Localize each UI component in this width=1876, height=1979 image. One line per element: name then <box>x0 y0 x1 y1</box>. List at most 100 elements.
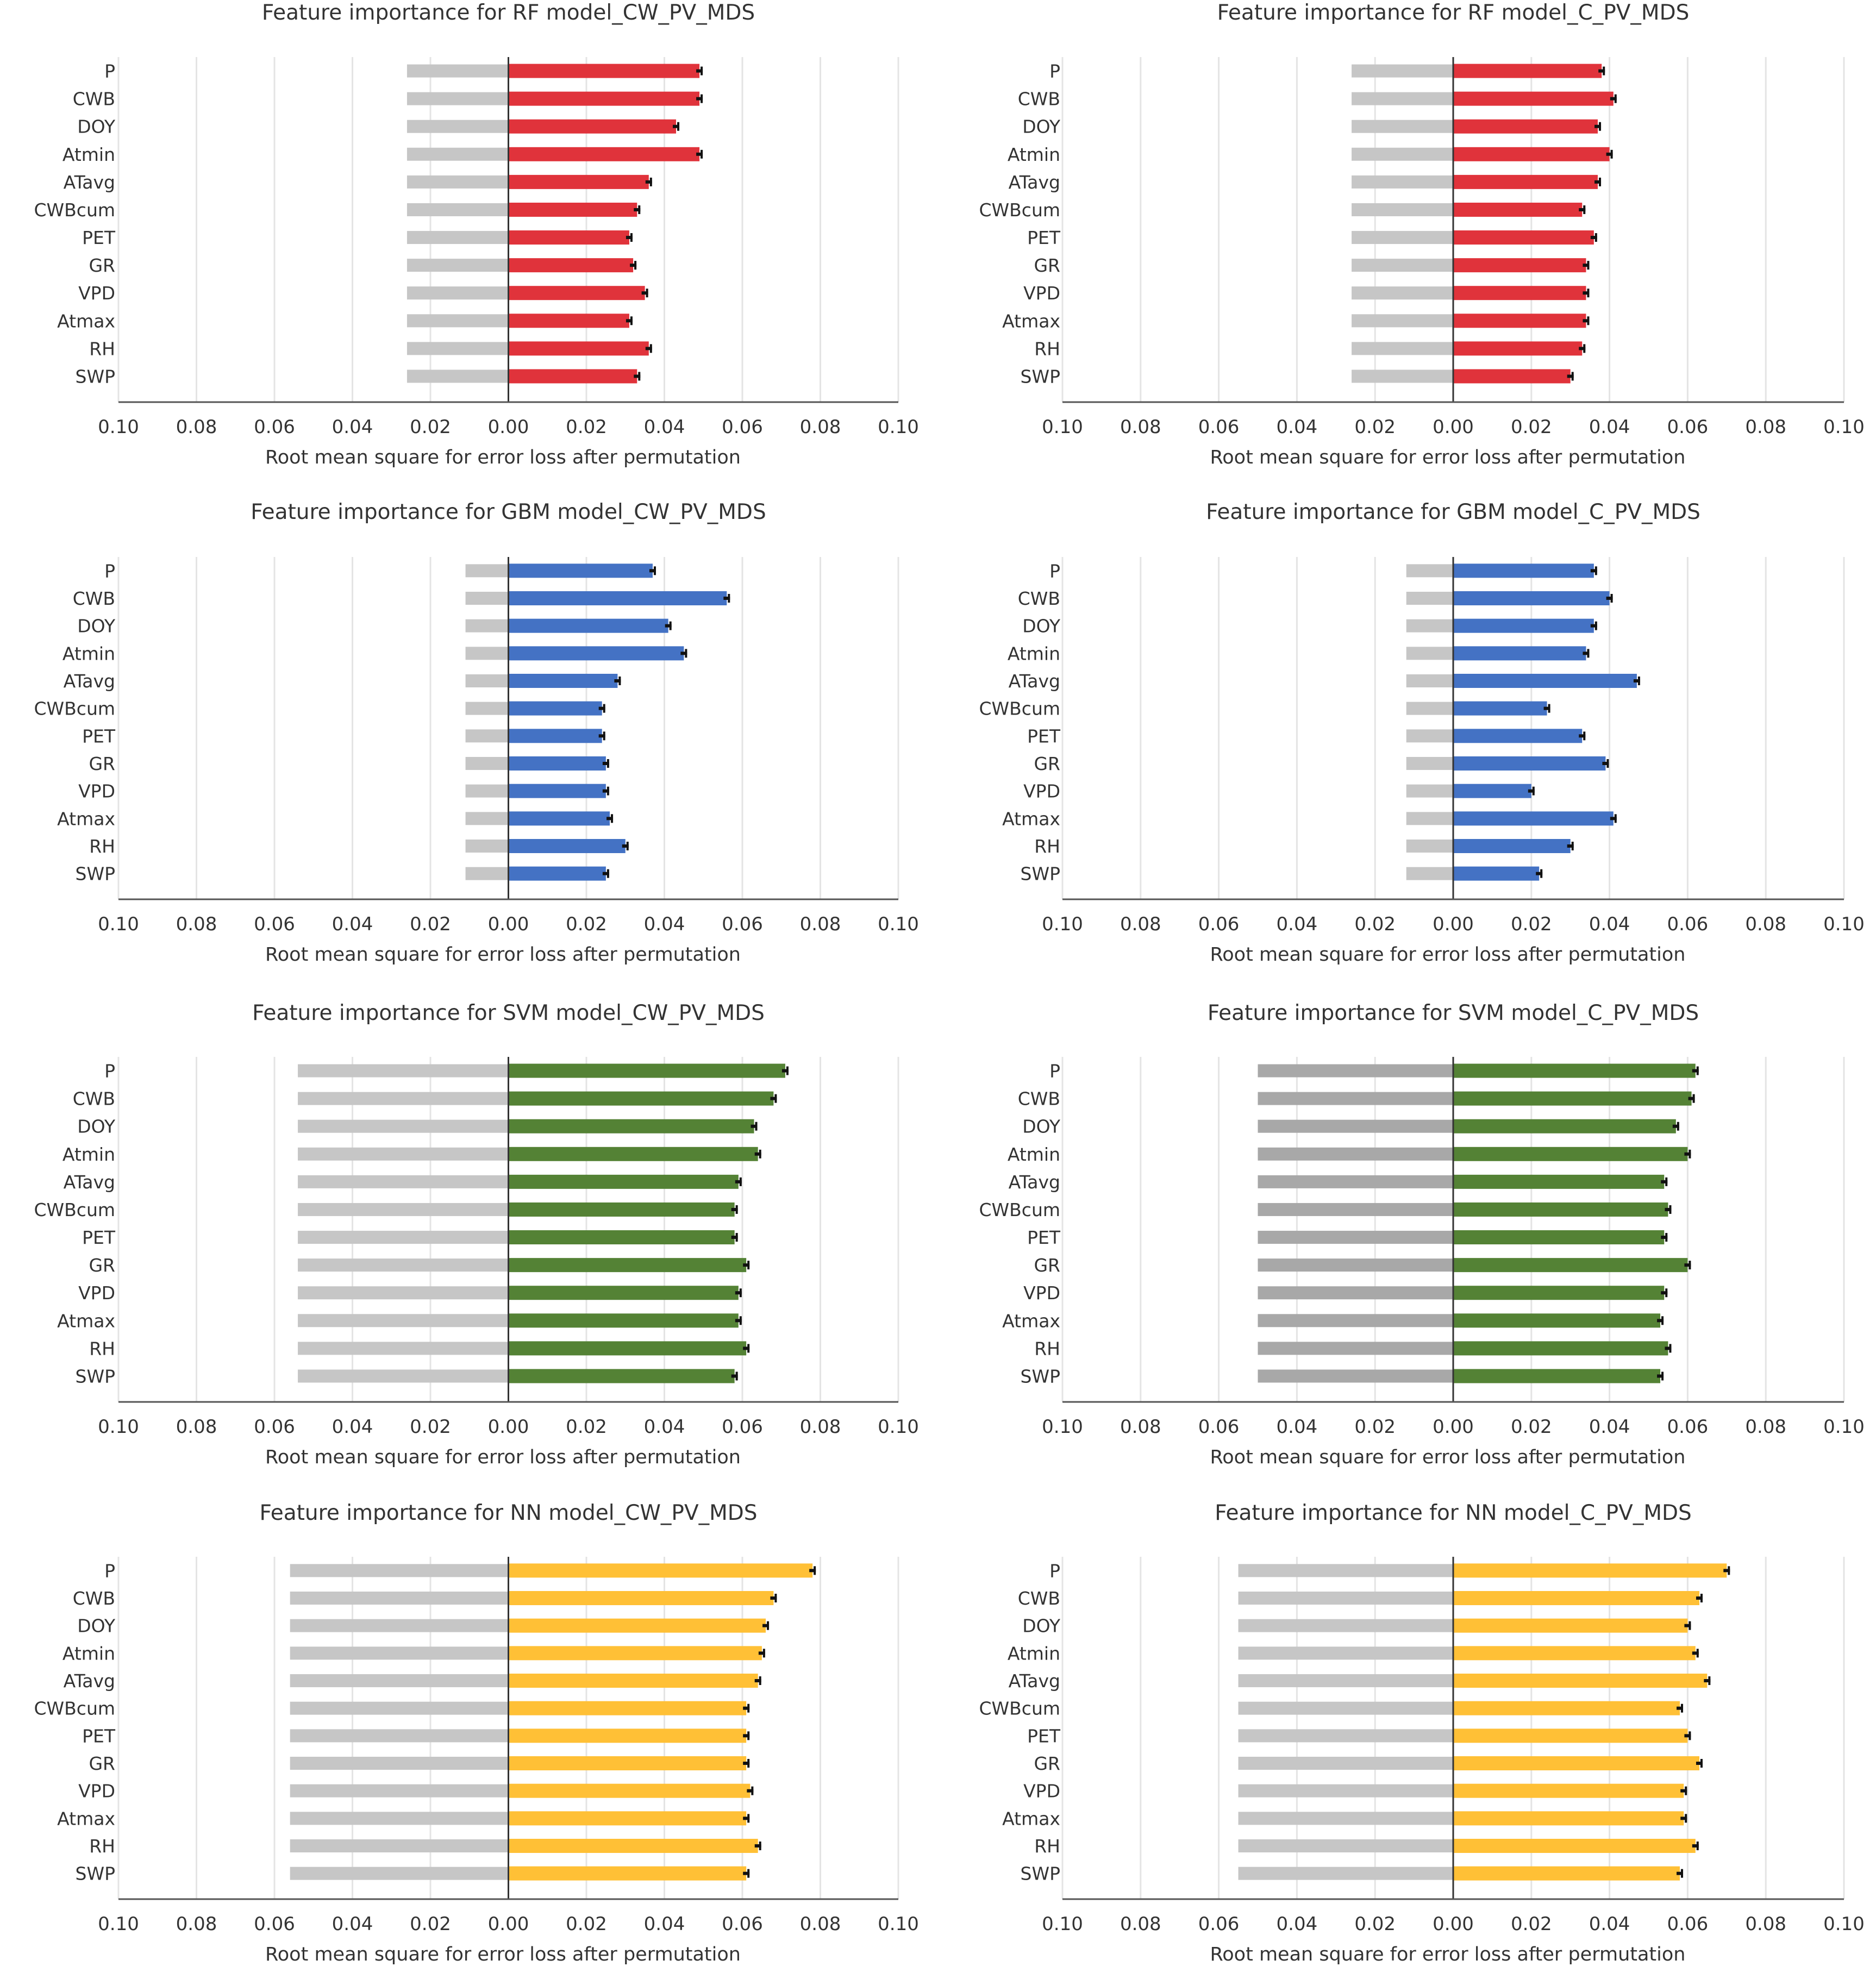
importance-bar <box>508 1701 747 1715</box>
category-label: RH <box>89 338 115 359</box>
importance-bar <box>508 1313 739 1328</box>
tick-label: 0.02 <box>1511 913 1552 935</box>
importance-bar <box>1453 729 1583 743</box>
category-label: DOY <box>1022 1116 1061 1137</box>
importance-bar <box>508 591 727 605</box>
tick-label: 0.04 <box>644 1416 685 1438</box>
baseline-bar <box>1406 867 1453 880</box>
tick-label: 0.08 <box>1745 913 1786 935</box>
x-axis-title: Root mean square for error loss after pe… <box>265 1944 741 1965</box>
category-label: Atmax <box>1002 808 1060 829</box>
importance-bar <box>1453 618 1594 633</box>
importance-bar <box>508 1091 774 1106</box>
importance-bar <box>508 1866 747 1881</box>
baseline-bar <box>407 286 509 300</box>
category-label: CWBcum <box>34 1698 115 1719</box>
tick-label: 0.02 <box>1511 1913 1552 1935</box>
category-label: GR <box>89 753 115 774</box>
tick-label: 0.06 <box>1667 913 1709 935</box>
category-label: RH <box>1034 1836 1060 1857</box>
category-label: VPD <box>1023 283 1060 304</box>
importance-bar <box>508 314 629 328</box>
baseline-bar <box>407 120 509 133</box>
baseline-bar <box>1406 619 1453 632</box>
baseline-bar <box>465 729 509 743</box>
importance-bar <box>508 1563 813 1578</box>
tick-label: 0.08 <box>1745 1913 1786 1935</box>
baseline-bar <box>290 1564 509 1577</box>
x-axis-title: Root mean square for error loss after pe… <box>1210 447 1686 468</box>
baseline-bar <box>465 812 509 825</box>
tick-label: 0.10 <box>1823 416 1865 438</box>
importance-bar <box>1453 1202 1668 1217</box>
tick-label: 0.08 <box>800 913 841 935</box>
importance-bar <box>508 1369 735 1383</box>
baseline-bar <box>1352 370 1453 383</box>
baseline-bar <box>465 674 509 687</box>
importance-bar <box>508 866 606 881</box>
importance-bar <box>1453 1286 1665 1300</box>
baseline-bar <box>1352 64 1453 78</box>
category-label: PET <box>82 1725 116 1746</box>
category-label: P <box>104 1560 115 1581</box>
category-label: GR <box>1034 255 1060 276</box>
category-label: SWP <box>76 366 115 387</box>
baseline-bar <box>1258 1369 1453 1383</box>
importance-bar <box>508 1674 758 1688</box>
category-label: CWB <box>73 588 115 609</box>
category-label: RH <box>1034 836 1060 857</box>
importance-bar <box>508 64 700 78</box>
baseline-bar <box>407 259 509 272</box>
importance-bar <box>508 674 618 688</box>
importance-bar <box>508 1341 747 1356</box>
category-label: Atmax <box>57 310 115 331</box>
baseline-bar <box>407 231 509 245</box>
category-label: VPD <box>1023 1282 1060 1304</box>
importance-bar <box>508 286 645 300</box>
tick-label: 0.02 <box>566 416 607 438</box>
baseline-bar <box>1352 231 1453 245</box>
baseline-bar <box>298 1147 509 1161</box>
category-label: CWBcum <box>979 199 1060 221</box>
baseline-bar <box>290 1701 509 1715</box>
baseline-bar <box>1352 175 1453 189</box>
baseline-bar <box>407 64 509 78</box>
baseline-bar <box>290 1619 509 1632</box>
category-label: SWP <box>1021 1863 1060 1884</box>
tick-label: 0.04 <box>332 1416 373 1438</box>
category-label: Atmin <box>62 1144 115 1165</box>
tick-label: 0.00 <box>1433 1913 1474 1935</box>
baseline-bar <box>1238 1674 1453 1687</box>
chart-panel-5: Feature importance for SVM model_CW_PV_M… <box>34 1001 918 1468</box>
importance-bar <box>508 1783 751 1798</box>
baseline-bar <box>1406 729 1453 743</box>
category-label: P <box>1049 1061 1060 1082</box>
tick-label: 0.08 <box>176 913 217 935</box>
baseline-bar <box>1238 1839 1453 1852</box>
chart-panel-6: Feature importance for SVM model_C_PV_MD… <box>979 1001 1864 1468</box>
category-label: Atmax <box>57 808 115 829</box>
importance-bar <box>508 1258 747 1273</box>
importance-bar <box>508 1591 774 1605</box>
category-label: PET <box>82 1227 116 1248</box>
chart-title: Feature importance for NN model_C_PV_MDS <box>1215 1501 1692 1525</box>
chart-title: Feature importance for RF model_C_PV_MDS <box>1217 1 1690 25</box>
category-label: PET <box>1027 1227 1061 1248</box>
baseline-bar <box>290 1839 509 1852</box>
tick-label: 0.00 <box>1433 1416 1474 1438</box>
tick-label: 0.00 <box>488 1416 529 1438</box>
importance-bar <box>1453 1147 1688 1161</box>
baseline-bar <box>1352 259 1453 272</box>
category-label: Atmax <box>57 1808 115 1829</box>
category-label: DOY <box>77 1116 116 1137</box>
tick-label: 0.02 <box>1511 416 1552 438</box>
importance-bar <box>1453 1811 1684 1826</box>
category-label: SWP <box>1021 366 1060 387</box>
importance-bar <box>1453 1591 1699 1605</box>
baseline-bar <box>1406 592 1453 605</box>
baseline-bar <box>1406 564 1453 578</box>
tick-label: 0.00 <box>488 1913 529 1935</box>
category-label: VPD <box>78 1781 115 1802</box>
baseline-bar <box>1258 1342 1453 1355</box>
importance-bar <box>1453 646 1586 661</box>
